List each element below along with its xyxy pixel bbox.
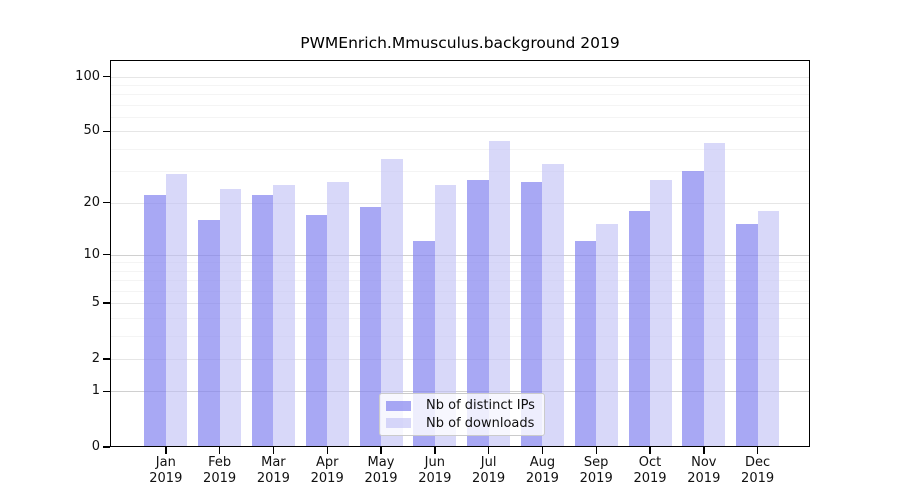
y-tick-label-10: 10 [83, 246, 100, 262]
x-tick-label-mar: Mar 2019 [256, 455, 290, 486]
y-tick-20 [102, 201, 110, 204]
bar-dec-downloads [757, 210, 780, 447]
x-tick-jun [434, 447, 436, 454]
y-tick-label-100: 100 [75, 68, 100, 84]
bar-sep-ips [574, 241, 597, 447]
y-tick-2 [102, 358, 110, 360]
gridline-minor-8 [110, 270, 810, 272]
gridline-minor-30 [110, 171, 810, 173]
bar-jan-ips [144, 195, 166, 447]
bar-dec-ips [736, 224, 758, 447]
bar-jul-ips [467, 179, 489, 447]
gridline-minor-90 [110, 84, 810, 86]
y-tick-0 [102, 446, 110, 448]
legend-swatch-distinct-ips [386, 400, 411, 411]
legend-item-distinct-ips: Nb of distinct IPs [386, 398, 544, 414]
x-tick-label-feb: Feb 2019 [203, 455, 237, 486]
x-tick-label-jan: Jan 2019 [149, 455, 183, 486]
x-tick-mar [272, 447, 275, 454]
bar-mar-downloads [273, 185, 295, 447]
x-tick-label-may: May 2019 [364, 455, 398, 486]
y-tick-100 [102, 75, 110, 78]
x-tick-label-jun: Jun 2019 [418, 455, 452, 486]
bar-may-downloads [381, 159, 403, 447]
x-tick-jan [165, 447, 167, 454]
bar-jul-downloads [488, 141, 511, 447]
gridline-20 [110, 202, 810, 204]
y-tick-label-2: 2 [91, 350, 100, 366]
bar-aug-downloads [542, 163, 564, 447]
x-tick-aug [541, 447, 544, 454]
x-tick-nov [703, 447, 705, 454]
legend-label-distinct-ips: Nb of distinct IPs [426, 398, 535, 414]
y-tick-label-5: 5 [91, 295, 100, 311]
gridline-minor-80 [110, 94, 810, 96]
gridline-2 [110, 358, 810, 360]
legend: Nb of distinct IPs Nb of downloads [379, 393, 545, 436]
bar-oct-ips [628, 210, 650, 447]
x-tick-feb [218, 447, 221, 454]
gridline-minor-4 [110, 317, 810, 319]
gridline-10 [110, 254, 810, 256]
x-tick-label-dec: Dec 2019 [741, 455, 775, 486]
gridline-minor-6 [110, 290, 810, 292]
x-tick-label-aug: Aug 2019 [525, 455, 559, 486]
x-tick-may [380, 447, 382, 454]
y-tick-50 [102, 130, 110, 133]
gridline-1 [110, 391, 810, 393]
chart-title: PWMEnrich.Mmusculus.background 2019 [300, 34, 620, 52]
legend-label-downloads: Nb of downloads [426, 415, 535, 431]
x-tick-label-apr: Apr 2019 [310, 455, 344, 486]
bar-nov-downloads [703, 143, 726, 447]
bar-nov-ips [682, 171, 704, 447]
gridline-minor-7 [110, 280, 810, 282]
x-tick-jul [487, 447, 490, 454]
x-tick-oct [649, 447, 651, 454]
bar-feb-downloads [219, 188, 242, 447]
x-tick-label-oct: Oct 2019 [633, 455, 667, 486]
y-tick-10 [102, 253, 110, 256]
bar-mar-ips [251, 195, 274, 447]
bar-apr-ips [305, 214, 328, 447]
y-tick-label-1: 1 [91, 383, 100, 399]
legend-item-downloads: Nb of downloads [386, 415, 544, 431]
bar-oct-downloads [650, 179, 672, 447]
x-tick-label-jul: Jul 2019 [472, 455, 506, 486]
gridline-5 [110, 303, 810, 305]
gridline-minor-9 [110, 262, 810, 264]
gridline-minor-60 [110, 117, 810, 118]
y-tick-label-50: 50 [83, 123, 100, 139]
y-tick-1 [102, 390, 110, 393]
gridline-minor-40 [110, 148, 810, 150]
legend-swatch-downloads [386, 418, 411, 429]
x-tick-sep [595, 447, 597, 454]
bar-feb-ips [198, 219, 220, 447]
gridline-50 [110, 131, 810, 133]
bar-aug-ips [520, 182, 543, 447]
gridline-minor-70 [110, 104, 810, 106]
gridline-100 [110, 76, 810, 78]
bar-may-ips [359, 206, 381, 447]
y-tick-5 [102, 302, 110, 304]
x-tick-label-nov: Nov 2019 [687, 455, 721, 486]
bar-jun-downloads [434, 185, 457, 447]
bar-apr-downloads [327, 182, 349, 447]
gridline-minor-3 [110, 335, 810, 337]
x-tick-dec [756, 447, 759, 454]
bar-jan-downloads [165, 173, 188, 447]
y-tick-label-20: 20 [83, 194, 100, 210]
x-tick-apr [326, 447, 328, 454]
y-tick-label-0: 0 [91, 439, 100, 454]
bar-sep-downloads [596, 224, 618, 447]
x-tick-label-sep: Sep 2019 [579, 455, 613, 486]
